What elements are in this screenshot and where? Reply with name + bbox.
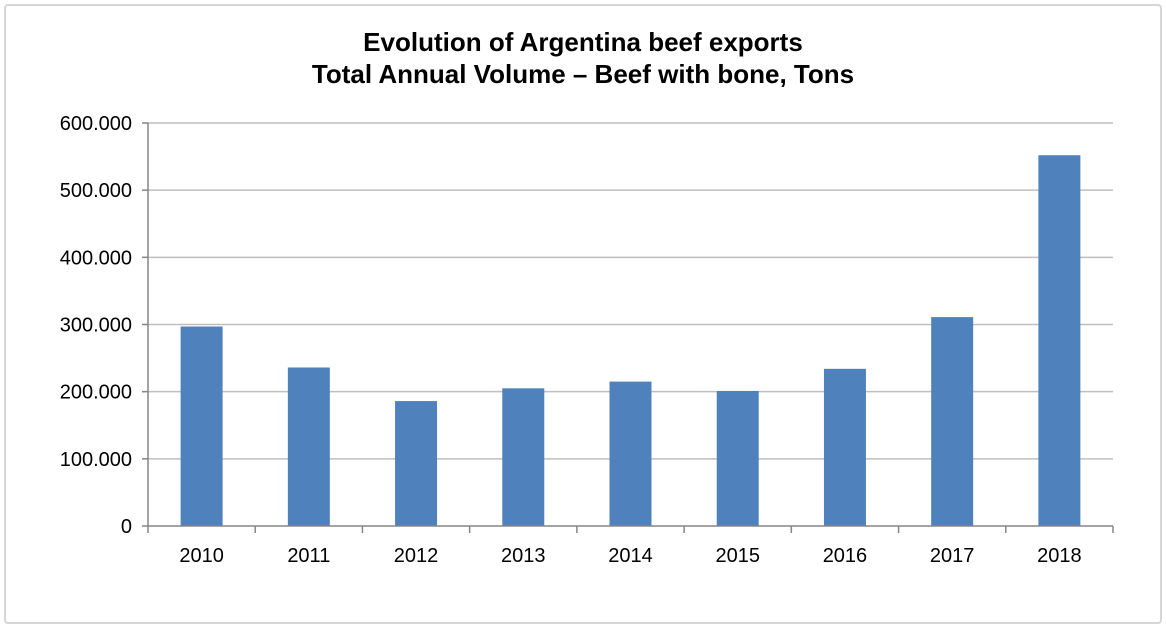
bar [395,401,438,526]
chart-title-block: Evolution of Argentina beef exports Tota… [0,26,1166,90]
y-tick-label: 400.000 [60,247,132,269]
x-tick-label: 2014 [608,545,653,567]
bar [609,381,652,526]
bar [716,390,759,526]
bar [823,368,866,526]
chart-title: Evolution of Argentina beef exports [363,27,803,57]
x-axis-tick-labels: 2010 2011 2012 2013 2014 2015 2016 2017 2018 [179,545,1081,567]
bar [931,317,974,526]
bar-chart: 0 100.000 200.000 300.000 400.000 500.000 600.… [60,113,1114,567]
y-tick-label: 300.000 [60,315,132,337]
y-tick-label: 500.000 [60,180,132,202]
y-tick-label: 600.000 [60,113,132,135]
x-tick-label: 2010 [179,545,224,567]
x-tick-label: 2015 [715,545,760,567]
x-tick-label: 2012 [394,545,439,567]
y-axis-tick-labels: 0 100.000 200.000 300.000 400.000 500.000 600.… [60,113,132,538]
bar [502,388,545,526]
chart-subtitle: Total Annual Volume – Beef with bone, To… [311,59,855,89]
x-axis [147,123,1114,533]
y-tick-label: 200.000 [60,382,132,404]
bars [180,155,1081,527]
x-tick-label: 2018 [1037,545,1082,567]
y-tick-label: 0 [121,516,132,538]
bar [180,326,223,526]
y-tick-label: 100.000 [60,449,132,471]
x-tick-label: 2016 [823,545,868,567]
x-tick-label: 2011 [287,545,330,567]
x-tick-label: 2017 [930,545,975,567]
x-tick-label: 2013 [501,545,546,567]
bar [1038,155,1081,527]
bar [287,367,330,526]
